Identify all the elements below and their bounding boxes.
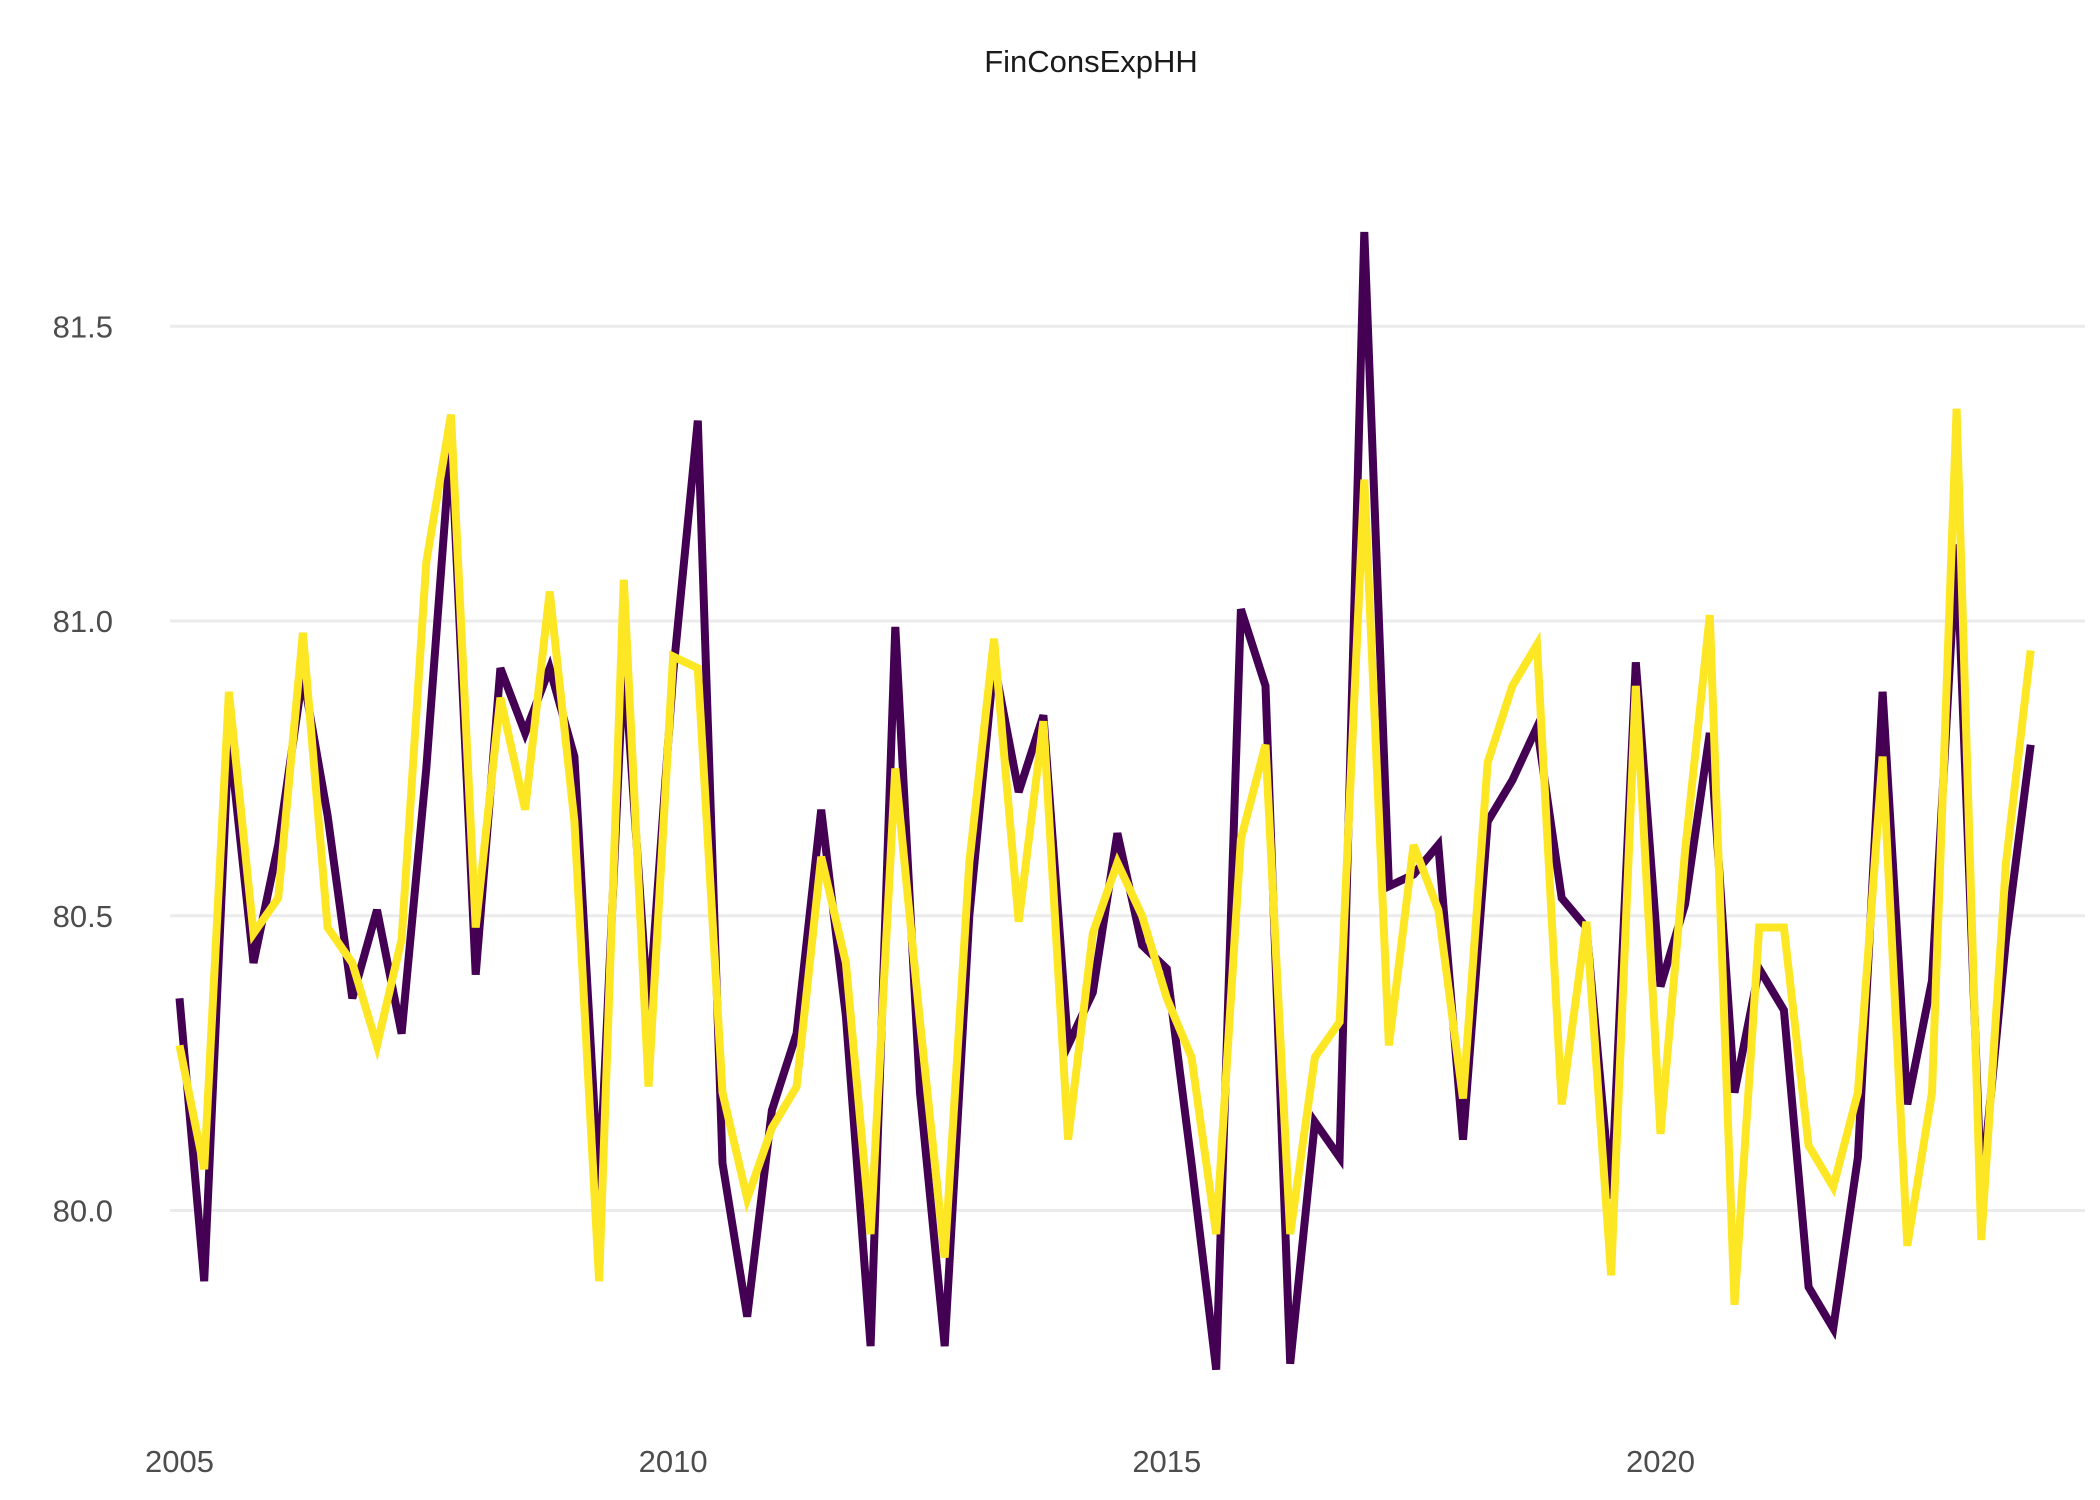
series-2 bbox=[175, 408, 2035, 1306]
series-2-line bbox=[175, 408, 2035, 1306]
y-tick-label: 80.0 bbox=[53, 1193, 113, 1228]
x-tick-label: 2015 bbox=[1132, 1444, 1201, 1479]
series-1-line bbox=[175, 231, 2035, 1371]
series-1 bbox=[175, 231, 2035, 1371]
gridlines bbox=[170, 324, 2085, 1212]
x-tick-label: 2020 bbox=[1626, 1444, 1695, 1479]
series-lines bbox=[175, 231, 2035, 1371]
y-tick-label: 81.0 bbox=[53, 604, 113, 639]
x-tick-label: 2005 bbox=[145, 1444, 214, 1479]
x-tick-label: 2010 bbox=[639, 1444, 708, 1479]
y-tick-label: 81.5 bbox=[53, 309, 113, 344]
y-tick-label: 80.5 bbox=[53, 899, 113, 934]
chart-title: FinConsExpHH bbox=[984, 44, 1198, 79]
y-axis-ticks: 80.0 80.5 81.0 81.5 bbox=[53, 309, 113, 1228]
x-axis-ticks: 2005 2010 2015 2020 bbox=[145, 1444, 1695, 1479]
